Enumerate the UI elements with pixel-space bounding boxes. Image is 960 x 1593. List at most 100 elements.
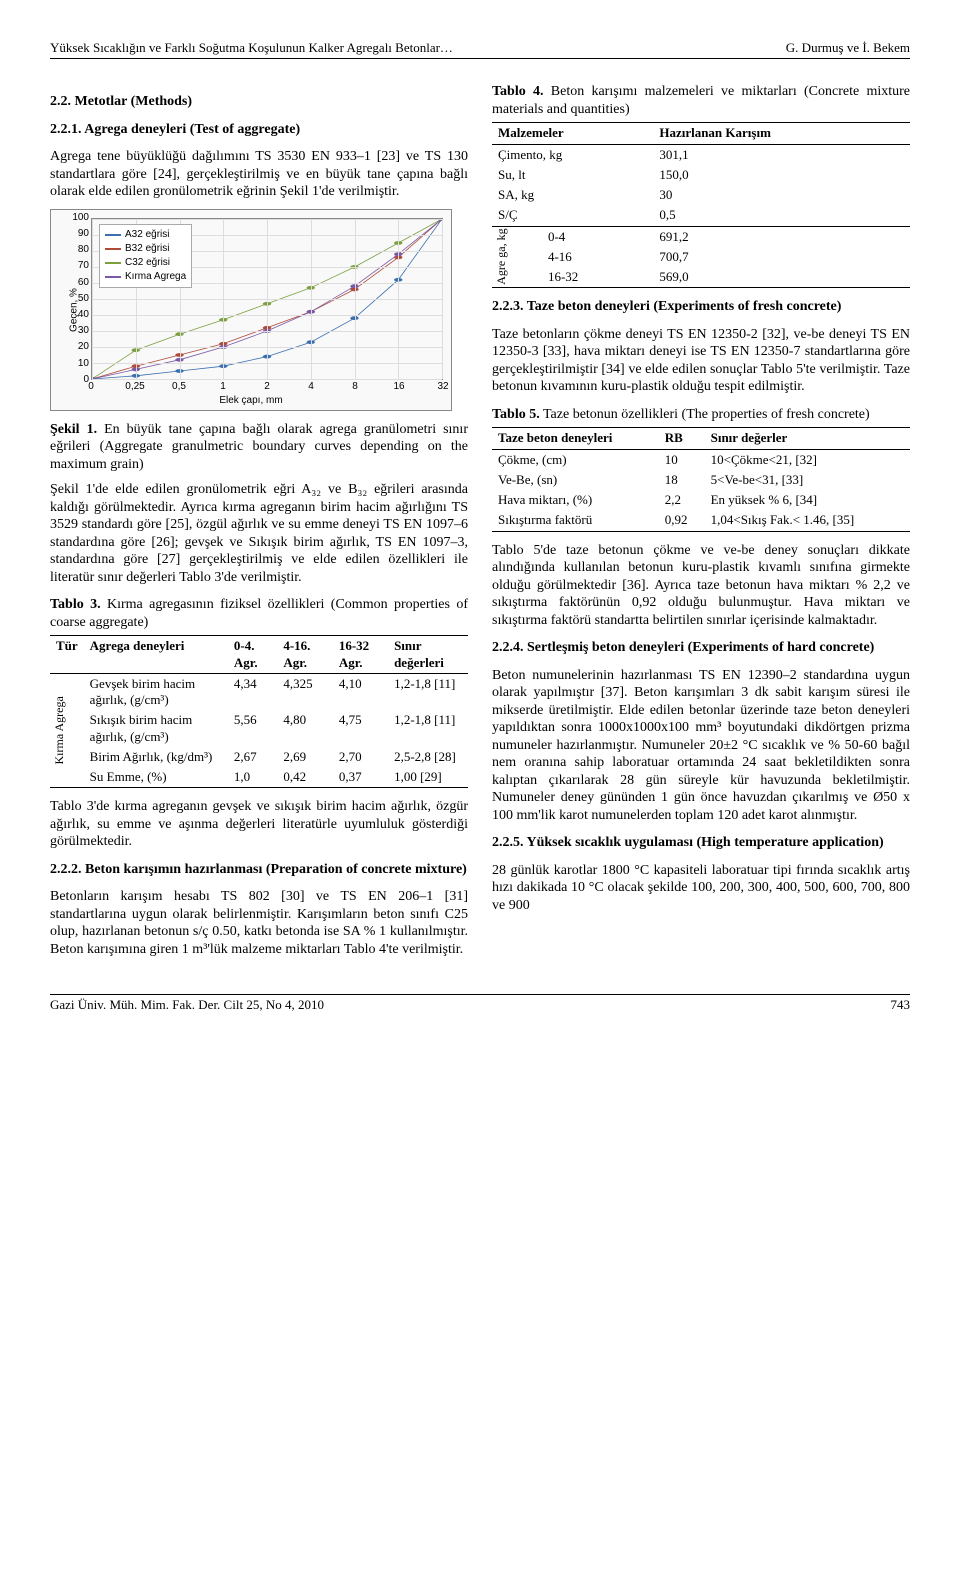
table-row: Birim Ağırlık, (kg/dm³) 2,67 2,69 2,70 2…: [50, 747, 468, 767]
table-3: Tür Agrega deneyleri 0-4. Agr. 4-16. Agr…: [50, 635, 468, 788]
paragraph: Tablo 5'de taze betonun çökme ve ve-be d…: [492, 542, 910, 630]
page-header: Yüksek Sıcaklığın ve Farklı Soğutma Koşu…: [50, 40, 910, 59]
table-cell: 2,5-2,8 [28]: [388, 747, 468, 767]
table-cell: Birim Ağırlık, (kg/dm³): [84, 747, 228, 767]
row-group-label: Kırma Agrega: [50, 673, 84, 788]
table-header: Malzemeler: [492, 123, 653, 144]
x-axis-label: Elek çapı, mm: [219, 395, 282, 408]
table-cell: Çökme, (cm): [492, 449, 659, 470]
table-5-caption-bold: Tablo 5.: [492, 407, 540, 422]
table-cell: 2,70: [333, 747, 388, 767]
table-4-caption-rest: Beton karışımı malzemeleri ve miktarları…: [492, 84, 910, 117]
table-header: Sınır değerler: [705, 428, 910, 449]
table-cell: 0,92: [659, 510, 705, 531]
table-cell: Su Emme, (%): [84, 767, 228, 788]
table-cell: 1,2-1,8 [11]: [388, 710, 468, 747]
table-header: RB: [659, 428, 705, 449]
table-5-caption: Tablo 5. Taze betonun özellikleri (The p…: [492, 406, 910, 424]
footer-right: 743: [891, 997, 911, 1013]
table-cell: 700,7: [653, 247, 910, 267]
table-cell: 4-16: [542, 247, 653, 267]
section-2-2-4-title: 2.2.4. Sertleşmiş beton deneyleri (Exper…: [492, 639, 910, 657]
table-cell: 0,5: [653, 205, 910, 226]
table-4: Malzemeler Hazırlanan Karışım Çimento, k…: [492, 122, 910, 288]
table-5-caption-rest: Taze betonun özellikleri (The properties…: [540, 407, 870, 422]
section-2-2-3-title: 2.2.3. Taze beton deneyleri (Experiments…: [492, 298, 910, 316]
table-row: Hava miktarı, (%)2,2En yüksek % 6, [34]: [492, 490, 910, 510]
table-5: Taze beton deneyleri RB Sınır değerler Ç…: [492, 427, 910, 531]
table-cell: 5,56: [228, 710, 277, 747]
table-cell: 1,00 [29]: [388, 767, 468, 788]
table-header: 4-16. Agr.: [277, 636, 333, 674]
table-row: Sıkıştırma faktörü0,921,04<Sıkış Fak.< 1…: [492, 510, 910, 531]
chart-legend: A32 eğrisiB32 eğrisiC32 eğrisiKırma Agre…: [99, 224, 192, 288]
table-cell: Su, lt: [492, 165, 653, 185]
table-cell: S/Ç: [492, 205, 653, 226]
table-cell: 4,325: [277, 673, 333, 710]
table-cell: Sıkışık birim hacim ağırlık, (g/cm³): [84, 710, 228, 747]
table-header: Taze beton deneyleri: [492, 428, 659, 449]
table-row: SA, kg30: [492, 185, 910, 205]
table-cell: Gevşek birim hacim ağırlık, (g/cm³): [84, 673, 228, 710]
section-2-2-title: 2.2. Metotlar (Methods): [50, 93, 468, 111]
table-cell: 2,2: [659, 490, 705, 510]
section-2-2-1-title: 2.2.1. Agrega deneyleri (Test of aggrega…: [50, 121, 468, 139]
table-row: Tür Agrega deneyleri 0-4. Agr. 4-16. Agr…: [50, 636, 468, 674]
table-cell: 30: [653, 185, 910, 205]
table-row: Su Emme, (%) 1,0 0,42 0,37 1,00 [29]: [50, 767, 468, 788]
table-header: Hazırlanan Karışım: [653, 123, 910, 144]
header-left: Yüksek Sıcaklığın ve Farklı Soğutma Koşu…: [50, 40, 453, 56]
right-column: Tablo 4. Beton karışımı malzemeleri ve m…: [492, 83, 910, 966]
table-cell: SA, kg: [492, 185, 653, 205]
table-cell: 4,34: [228, 673, 277, 710]
table-cell: 4,10: [333, 673, 388, 710]
left-column: 2.2. Metotlar (Methods) 2.2.1. Agrega de…: [50, 83, 468, 966]
table-cell: 0,37: [333, 767, 388, 788]
section-2-2-5-title: 2.2.5. Yüksek sıcaklık uygulaması (High …: [492, 834, 910, 852]
table-4-caption: Tablo 4. Beton karışımı malzemeleri ve m…: [492, 83, 910, 118]
table-header: Agrega deneyleri: [84, 636, 228, 674]
table-row: Çimento, kg301,1: [492, 144, 910, 165]
table-row: Taze beton deneyleri RB Sınır değerler: [492, 428, 910, 449]
table-cell: 2,67: [228, 747, 277, 767]
table-cell: 18: [659, 470, 705, 490]
table-cell: 2,69: [277, 747, 333, 767]
table-cell: Çimento, kg: [492, 144, 653, 165]
table-cell: 4,75: [333, 710, 388, 747]
table-row: Malzemeler Hazırlanan Karışım: [492, 123, 910, 144]
table-cell: 5<Ve-be<31, [33]: [705, 470, 910, 490]
page-footer: Gazi Üniv. Müh. Mim. Fak. Der. Cilt 25, …: [50, 994, 910, 1013]
table-row: Su, lt150,0: [492, 165, 910, 185]
table-row: Ve-Be, (sn)185<Ve-be<31, [33]: [492, 470, 910, 490]
paragraph: Betonların karışım hesabı TS 802 [30] ve…: [50, 888, 468, 958]
header-right: G. Durmuş ve İ. Bekem: [786, 40, 910, 56]
table-cell: 16-32: [542, 267, 653, 288]
table-cell: 10<Çökme<21, [32]: [705, 449, 910, 470]
table-cell: 691,2: [653, 226, 910, 247]
section-2-2-2-title: 2.2.2. Beton karışımın hazırlanması (Pre…: [50, 861, 468, 879]
row-group-label: Agre ga, kg: [492, 226, 542, 288]
table-header: Tür: [50, 636, 84, 674]
paragraph: Agrega tene büyüklüğü dağılımını TS 3530…: [50, 148, 468, 201]
figure-1-chart: Geçen, % A32 eğrisiB32 eğrisiC32 eğrisiK…: [50, 209, 452, 411]
table-header: 16-32 Agr.: [333, 636, 388, 674]
table-row: S/Ç0,5: [492, 205, 910, 226]
footer-left: Gazi Üniv. Müh. Mim. Fak. Der. Cilt 25, …: [50, 997, 324, 1013]
table-row: Kırma Agrega Gevşek birim hacim ağırlık,…: [50, 673, 468, 710]
table-header: 0-4. Agr.: [228, 636, 277, 674]
table-3-caption-bold: Tablo 3.: [50, 597, 101, 612]
figure-1-caption-rest: En büyük tane çapına bağlı olarak agrega…: [50, 422, 468, 472]
table-cell: 0-4: [542, 226, 653, 247]
table-cell: 1,0: [228, 767, 277, 788]
paragraph: Beton numunelerinin hazırlanması TS EN 1…: [492, 667, 910, 825]
table-cell: Sıkıştırma faktörü: [492, 510, 659, 531]
table-header: Sınır değerleri: [388, 636, 468, 674]
figure-1-caption: Şekil 1. En büyük tane çapına bağlı olar…: [50, 421, 468, 474]
table-cell: En yüksek % 6, [34]: [705, 490, 910, 510]
table-cell: 4,80: [277, 710, 333, 747]
table-3-caption: Tablo 3. Kırma agregasının fiziksel özel…: [50, 596, 468, 631]
table-4-caption-bold: Tablo 4.: [492, 84, 544, 99]
table-row: Sıkışık birim hacim ağırlık, (g/cm³) 5,5…: [50, 710, 468, 747]
table-3-caption-rest: Kırma agregasının fiziksel özellikleri (…: [50, 597, 468, 630]
table-cell: 10: [659, 449, 705, 470]
